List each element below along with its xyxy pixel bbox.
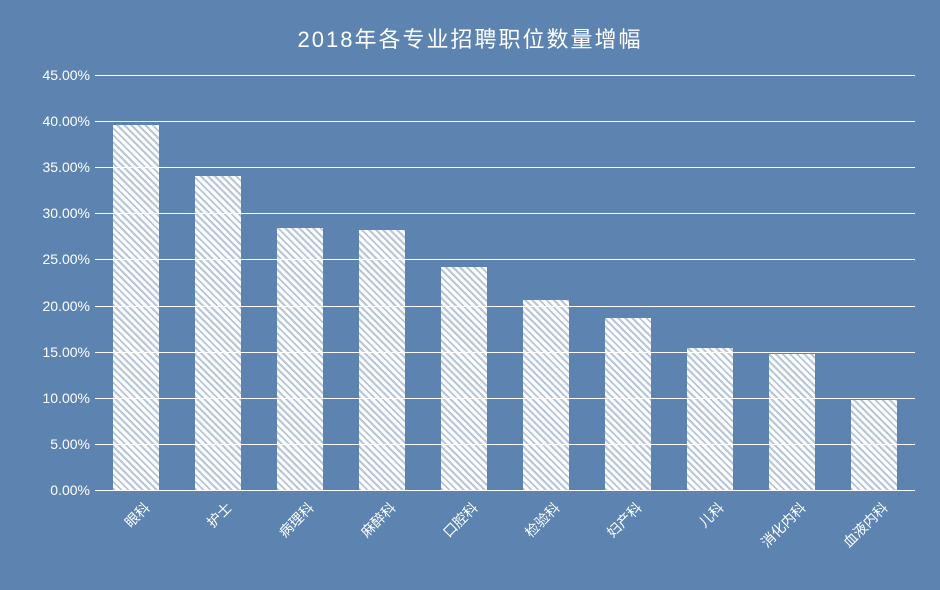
gridline	[95, 259, 915, 260]
x-tick-label: 护士	[202, 498, 236, 532]
gridline	[95, 352, 915, 353]
x-tick-label: 儿科	[694, 498, 728, 532]
y-tick-label: 40.00%	[43, 113, 90, 129]
gridline	[95, 167, 915, 168]
y-tick-label: 0.00%	[50, 482, 90, 498]
gridline	[95, 121, 915, 122]
gridline	[95, 306, 915, 307]
x-tick-label: 眼科	[120, 498, 154, 532]
bar	[687, 348, 732, 490]
bar	[359, 230, 404, 490]
x-tick-label: 妇产科	[602, 498, 646, 542]
x-tick-label: 病理科	[274, 498, 318, 542]
y-tick-label: 5.00%	[50, 436, 90, 452]
gridline	[95, 444, 915, 445]
x-tick-label: 检验科	[520, 498, 564, 542]
bar	[605, 318, 650, 490]
bars-group	[95, 75, 915, 490]
chart-container: 2018年各专业招聘职位数量增幅 0.00% 5.00% 10.00% 15.00% 2…	[0, 0, 940, 590]
x-tick-label: 消化内科	[756, 498, 810, 552]
gridline	[95, 75, 915, 76]
x-tick-label: 口腔科	[438, 498, 482, 542]
gridline	[95, 398, 915, 399]
chart-title: 2018年各专业招聘职位数量增幅	[0, 22, 940, 54]
bar	[769, 354, 814, 490]
y-tick-label: 10.00%	[43, 390, 90, 406]
x-tick-label: 血液内科	[838, 498, 892, 552]
bar	[277, 228, 322, 490]
y-tick-label: 35.00%	[43, 159, 90, 175]
gridline	[95, 490, 915, 491]
bar	[523, 300, 568, 490]
gridline	[95, 213, 915, 214]
x-tick-label: 麻醉科	[356, 498, 400, 542]
y-tick-label: 20.00%	[43, 298, 90, 314]
y-tick-label: 30.00%	[43, 205, 90, 221]
bar	[113, 125, 158, 490]
bar	[441, 267, 486, 490]
y-tick-label: 25.00%	[43, 251, 90, 267]
plot-area	[95, 75, 915, 490]
y-tick-label: 15.00%	[43, 344, 90, 360]
y-tick-label: 45.00%	[43, 67, 90, 83]
